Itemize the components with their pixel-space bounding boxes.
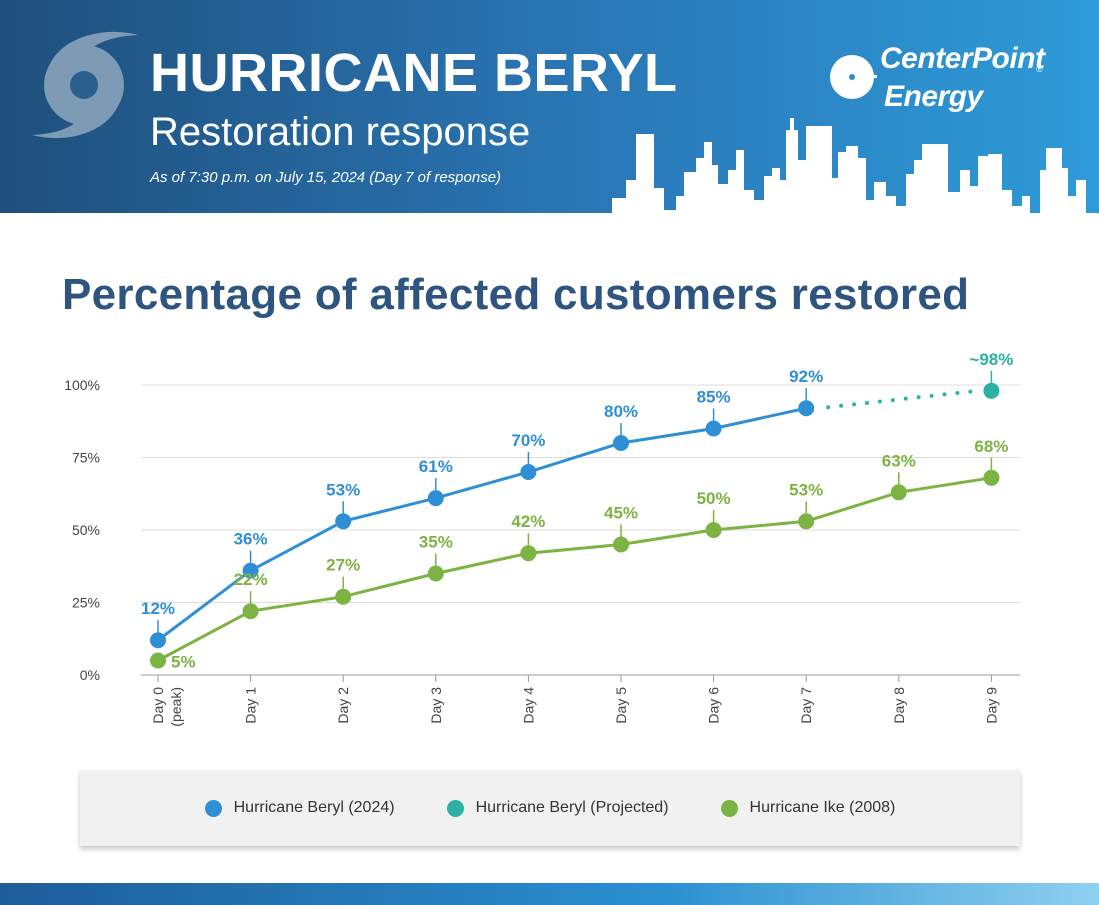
beryl-data-label: 80% (604, 402, 638, 421)
x-tick-label: Day 4 (520, 687, 536, 724)
legend-item-ike: Hurricane Ike (2008) (720, 799, 896, 817)
projected-series-line (826, 388, 980, 410)
banner-subtitle: Restoration response (150, 110, 531, 154)
ike-data-label: 35% (419, 533, 453, 552)
x-tick-label: Day 7 (798, 687, 814, 724)
projected-data-label: ~98% (969, 350, 1013, 369)
legend-item-beryl: Hurricane Beryl (2024) (204, 799, 395, 817)
ike-data-label: 42% (511, 512, 545, 531)
brand-registered-mark: ® (1036, 64, 1043, 74)
ike-data-label: 53% (789, 480, 823, 499)
footer-bar (0, 883, 1099, 905)
hurricane-icon (32, 31, 138, 139)
x-tick-label: (peak) (168, 687, 184, 727)
ike-series-point (427, 565, 444, 582)
ike-series-point (242, 603, 259, 620)
y-tick-label: 50% (72, 522, 100, 538)
beryl-series-point (613, 435, 629, 451)
beryl-data-label: 53% (326, 480, 360, 499)
legend-swatch-beryl (204, 799, 222, 817)
header-banner (0, 0, 1099, 232)
legend-swatch-projected (446, 799, 464, 817)
x-tick-label: Day 5 (613, 687, 629, 724)
ike-series-point (890, 484, 907, 501)
x-tick-label: Day 1 (243, 687, 259, 724)
ike-series-line (157, 476, 992, 662)
chart-legend: Hurricane Beryl (2024) Hurricane Beryl (… (80, 770, 1020, 846)
beryl-series-point (150, 632, 166, 649)
y-tick-label: 75% (72, 450, 100, 466)
ike-series-point (705, 522, 722, 538)
as-of-timestamp: As of 7:30 p.m. on July 15, 2024 (Day 7 … (150, 169, 502, 186)
legend-swatch-ike (720, 799, 738, 817)
legend-label-ike: Hurricane Ike (2008) (749, 799, 896, 816)
y-tick-label: 100% (64, 377, 100, 393)
ike-data-label: 27% (326, 556, 360, 575)
beryl-series-point (242, 562, 259, 579)
beryl-series-point (427, 490, 444, 507)
ike-series-point (798, 513, 815, 530)
beryl-data-label: 85% (697, 388, 731, 407)
beryl-data-label: 61% (419, 457, 453, 476)
chart-title: Percentage of affected customers restore… (62, 270, 970, 319)
beryl-data-label: 12% (141, 599, 175, 618)
beryl-series-point (705, 420, 722, 437)
ike-data-label: 5% (171, 653, 196, 672)
legend-item-projected: Hurricane Beryl (Projected) (446, 799, 669, 817)
line-chart: 0% 25% 50% 75% 100% Day 0 (peak) Day 1 Day 2 Day … (64, 350, 1020, 727)
x-tick-label: Day 8 (891, 687, 907, 724)
y-tick-label: 25% (72, 595, 100, 611)
ike-series-point (983, 469, 1000, 486)
ike-series-point (520, 545, 537, 562)
projected-series-point (983, 382, 1000, 399)
ike-data-label: 63% (882, 451, 916, 470)
beryl-series-point (520, 464, 537, 480)
beryl-data-label: 92% (789, 367, 823, 386)
ike-data-label: 68% (974, 437, 1008, 456)
ike-data-label: 22% (234, 570, 268, 589)
y-tick-label: 0% (80, 667, 100, 683)
x-tick-label: Day 9 (983, 687, 999, 724)
beryl-series-point (798, 400, 815, 417)
ike-series-point (150, 652, 166, 669)
city-skyline (0, 118, 1099, 232)
x-tick-label: Day 3 (428, 687, 444, 724)
x-tick-label: Day 0 (150, 687, 166, 724)
ike-series-point (613, 536, 629, 553)
beryl-data-label: 36% (234, 530, 268, 549)
brand-name-line1: CenterPoint (880, 42, 1045, 75)
x-tick-label: Day 6 (706, 687, 722, 724)
legend-label-beryl: Hurricane Beryl (2024) (233, 799, 395, 816)
beryl-data-label: 70% (511, 431, 545, 450)
ike-data-label: 45% (604, 504, 638, 523)
beryl-series-line (157, 406, 807, 642)
ike-series-point (335, 588, 352, 605)
x-tick-label: Day 2 (335, 687, 351, 724)
ike-data-label: 50% (697, 489, 731, 508)
beryl-series-point (335, 513, 352, 530)
brand-logo-mark (830, 55, 877, 99)
banner-title: HURRICANE BERYL (150, 43, 678, 103)
legend-label-projected: Hurricane Beryl (Projected) (475, 799, 669, 816)
brand-name-line2: Energy (884, 80, 983, 113)
